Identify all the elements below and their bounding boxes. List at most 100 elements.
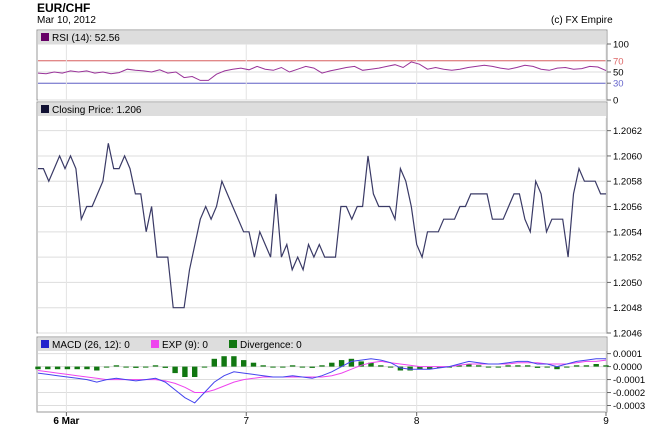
y-tick-label: 30 — [613, 79, 624, 90]
y-tick-label: 1.2046 — [613, 329, 642, 340]
y-tick-label: 1.2062 — [613, 126, 642, 137]
divergence-bar — [564, 366, 570, 368]
divergence-bar — [436, 366, 443, 368]
price-legend-swatch — [41, 105, 49, 113]
rsi-gridlines — [38, 43, 606, 101]
x-axis: 6 Mar 7 8 9 — [53, 412, 609, 427]
divergence-bar — [427, 366, 433, 370]
divergence-bar — [299, 366, 306, 368]
divergence-bar — [466, 364, 472, 367]
macd-y-ticks: 0.0001 0.0000 -0.0001 -0.0002 -0.0003 — [607, 349, 645, 412]
divergence-bar — [45, 366, 51, 370]
divergence-bar — [329, 362, 335, 367]
divergence-bars — [35, 356, 609, 377]
divergence-bar — [64, 366, 71, 370]
divergence-bar — [534, 366, 541, 368]
divergence-bar — [231, 356, 237, 367]
divergence-bar — [211, 358, 217, 367]
divergence-bar — [54, 366, 61, 370]
chart-title: EUR/CHF — [37, 1, 91, 15]
macd-legend-swatch — [41, 340, 49, 348]
divergence-bar — [123, 366, 129, 368]
rsi-legend-swatch — [41, 33, 49, 41]
divergence-bar — [378, 365, 384, 367]
divergence-bar — [201, 366, 208, 368]
divergence-bar — [113, 365, 120, 367]
divergence-bar — [573, 365, 580, 367]
y-tick-label: 1.2050 — [613, 278, 642, 289]
y-tick-label: 70 — [613, 56, 624, 67]
divergence-bar — [260, 365, 266, 367]
divergence-bar — [133, 366, 139, 368]
divergence-bar — [485, 366, 492, 368]
y-tick-label: 100 — [613, 40, 629, 51]
divergence-bar — [270, 366, 276, 368]
divergence-bar — [250, 362, 257, 367]
divergence-bar — [280, 366, 286, 368]
divergence-bar — [103, 366, 110, 368]
divergence-bar — [172, 366, 178, 374]
divergence-bar — [74, 366, 80, 370]
divergence-bar — [456, 365, 462, 367]
divergence-bar — [407, 366, 413, 371]
divergence-bar — [162, 366, 168, 368]
y-tick-label: -0.0001 — [613, 375, 645, 386]
divergence-bar — [603, 365, 609, 367]
divergence-bar — [348, 358, 355, 367]
divergence-bar — [94, 366, 100, 371]
divergence-bar — [241, 360, 247, 367]
divergence-bar — [182, 366, 188, 377]
divergence-bar — [417, 366, 423, 370]
macd-legend-bar — [38, 338, 606, 351]
price-gridlines — [38, 130, 606, 334]
divergence-bar — [544, 366, 550, 368]
macd-series-line — [37, 358, 606, 404]
x-tick-label: 7 — [243, 416, 249, 427]
y-tick-label: -0.0003 — [613, 401, 645, 412]
exp-series-line — [37, 359, 607, 393]
price-legend-text: Closing Price: 1.206 — [52, 105, 142, 116]
exp-legend-swatch — [151, 340, 159, 348]
rsi-x-gridlines — [65, 44, 607, 100]
y-tick-label: -0.0002 — [613, 388, 645, 399]
y-tick-label: 1.2048 — [613, 303, 642, 314]
x-tick-label: 9 — [603, 416, 609, 427]
divergence-bar — [368, 362, 374, 367]
y-tick-label: 0.0001 — [613, 349, 642, 360]
divergence-bar — [593, 364, 599, 367]
divergence-bar — [143, 366, 149, 368]
macd-panel: MACD (26, 12): 0 EXP (9): 0 Divergence: … — [35, 336, 645, 413]
divergence-bar — [387, 366, 394, 368]
y-tick-label: 0 — [613, 96, 618, 107]
y-tick-label: 1.2056 — [613, 202, 642, 213]
divergence-bar — [397, 366, 404, 371]
rsi-series-line — [37, 61, 607, 81]
y-tick-label: 1.2060 — [613, 151, 642, 162]
x-tick-label: 8 — [414, 416, 420, 427]
y-tick-label: 1.2054 — [613, 227, 642, 238]
y-tick-label: 50 — [613, 68, 624, 79]
divergence-bar — [35, 366, 41, 370]
divergence-bar — [495, 366, 501, 368]
exp-legend-text: EXP (9): 0 — [162, 340, 208, 351]
divergence-bar — [358, 361, 364, 367]
divergence-bar — [338, 360, 345, 367]
divergence-bar — [152, 365, 159, 367]
divergence-bar — [476, 365, 482, 367]
divergence-bar — [309, 366, 315, 368]
divergence-bar — [515, 365, 521, 367]
divergence-bar — [583, 365, 590, 367]
divergence-bar — [525, 365, 531, 367]
rsi-legend-bar — [38, 31, 606, 44]
price-panel: Closing Price: 1.206 1.20621.20601.20581… — [36, 101, 642, 340]
price-frame — [36, 101, 608, 334]
divergence-bar — [505, 365, 511, 367]
y-tick-label: 0.0000 — [613, 362, 642, 373]
copyright-text: (c) FX Empire — [551, 15, 613, 26]
price-x-gridlines — [65, 118, 607, 333]
macd-legend-text: MACD (26, 12): 0 — [52, 340, 130, 351]
x-tick-label: 6 Mar — [53, 416, 79, 427]
